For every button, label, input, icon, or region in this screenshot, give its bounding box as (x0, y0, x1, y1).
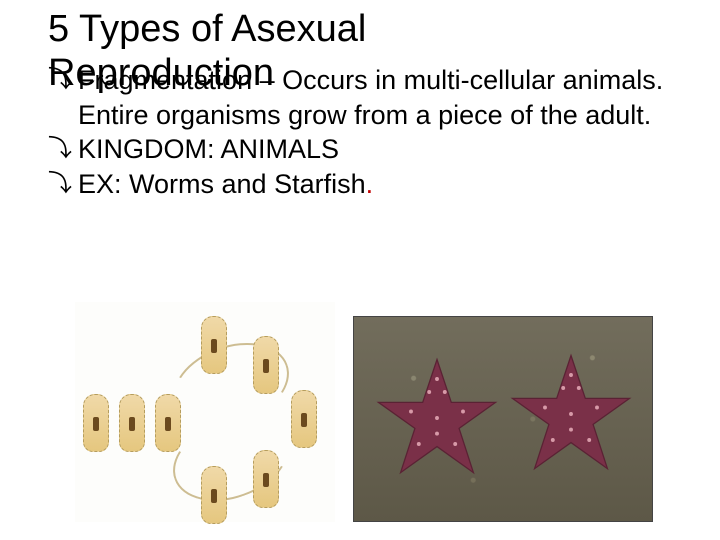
worm-icon (253, 336, 279, 394)
bullet-text: KINGDOM: ANIMALS (78, 132, 672, 167)
bullet-item: ⤵ KINGDOM: ANIMALS (48, 132, 672, 167)
starfish-icon (506, 349, 636, 479)
worm-icon (201, 316, 227, 374)
image-row (75, 302, 653, 522)
bullet-item: ⤵ Fragmentation – Occurs in multi-cellul… (48, 63, 672, 132)
bullet-icon: ⤵ (48, 167, 72, 201)
worm-icon (291, 390, 317, 448)
worm-icon (155, 394, 181, 452)
title-line-1: 5 Types of Asexual (48, 8, 366, 50)
cycle-arrow-icon (161, 402, 300, 516)
fragmentation-diagram (75, 302, 335, 522)
starfish-icon (372, 353, 502, 483)
bullet-text: EX: Worms and Starfish. (78, 167, 672, 202)
worm-icon (253, 450, 279, 508)
worm-icon (119, 394, 145, 452)
starfish-photo (353, 316, 653, 522)
slide: 5 Types of Asexual Reproduction ⤵ Fragme… (0, 0, 720, 540)
worm-icon (201, 466, 227, 524)
bullet-icon: ⤵ (48, 132, 72, 166)
bullet-list: ⤵ Fragmentation – Occurs in multi-cellul… (48, 63, 672, 201)
bullet-item: ⤵ EX: Worms and Starfish. (48, 167, 672, 202)
bullet-text-main: EX: Worms and Starfish (78, 169, 366, 199)
bullet-icon: ⤵ (48, 63, 72, 97)
worm-icon (83, 394, 109, 452)
bullet-period: . (366, 169, 374, 199)
bullet-text: Fragmentation – Occurs in multi-cellular… (78, 63, 672, 132)
